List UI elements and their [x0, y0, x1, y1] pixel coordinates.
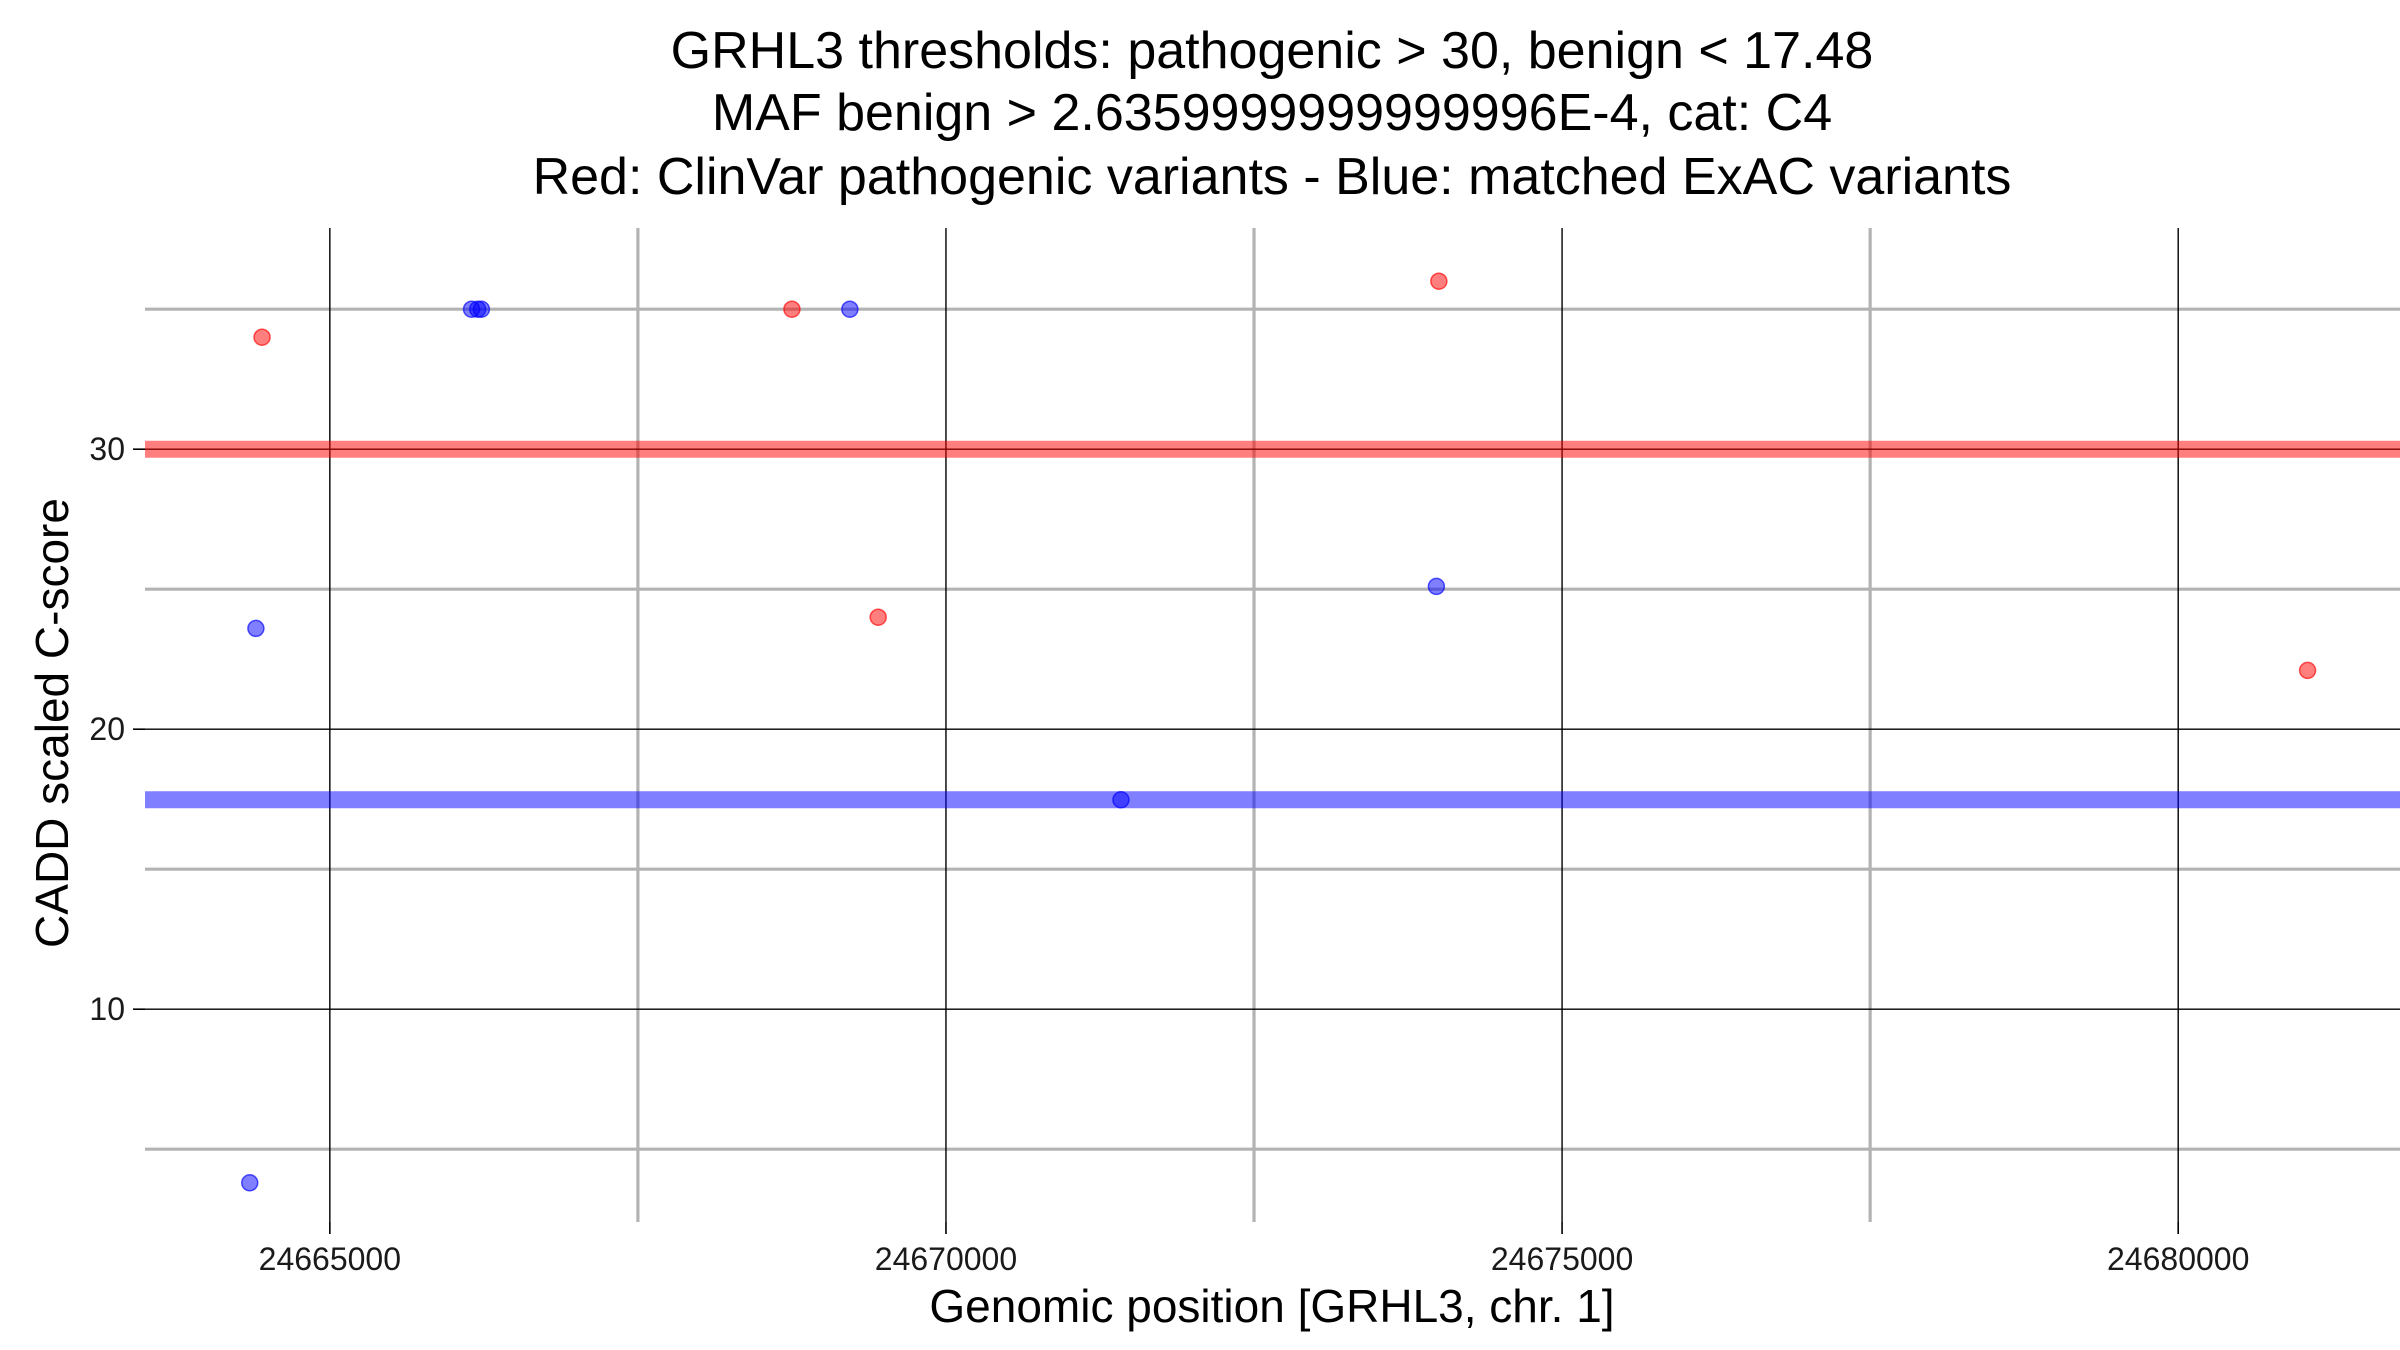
y-tick-label-2: 30: [89, 431, 125, 467]
exac-point-5: [841, 300, 859, 318]
pathogenic-point-0: [253, 328, 271, 346]
exac-point-1: [240, 1174, 259, 1192]
x-axis-title: Genomic position [GRHL3, chr. 1]: [929, 1280, 1614, 1332]
pathogenic-point-3: [1430, 272, 1448, 290]
title-line-3: Red: ClinVar pathogenic variants - Blue:…: [533, 148, 2012, 206]
x-tick-label-3: 24680000: [2107, 1241, 2249, 1277]
minor-gridlines: [145, 228, 2400, 1222]
y-tick-label-0: 10: [89, 991, 125, 1027]
threshold-lines: [145, 440, 2400, 809]
exac-point-4: [472, 300, 491, 318]
title-line-2: MAF benign > 2.6359999999999996E-4, cat:…: [712, 84, 1832, 142]
pathogenic-point-2: [869, 608, 887, 626]
exac-point-6: [1112, 791, 1130, 809]
data-points: [240, 272, 2317, 1192]
x-tick-label-0: 24665000: [259, 1241, 401, 1277]
y-axis-title: CADD scaled C-score: [26, 498, 78, 948]
exac-point-7: [1427, 577, 1446, 596]
y-tick-labels: 10 20 30: [89, 431, 125, 1027]
x-tick-label-2: 24675000: [1491, 1241, 1633, 1277]
x-tick-labels: 24665000 24670000 24675000 24680000: [259, 1241, 2250, 1277]
pathogenic-point-1: [783, 300, 801, 318]
exac-point-0: [247, 619, 265, 638]
pathogenic-point-4: [2298, 661, 2317, 680]
title-line-1: GRHL3 thresholds: pathogenic > 30, benig…: [671, 22, 1874, 80]
y-tick-label-1: 20: [89, 711, 125, 747]
axis-ticks: [133, 448, 2179, 1234]
chart-title: GRHL3 thresholds: pathogenic > 30, benig…: [533, 22, 2012, 206]
x-tick-label-1: 24670000: [875, 1241, 1017, 1277]
